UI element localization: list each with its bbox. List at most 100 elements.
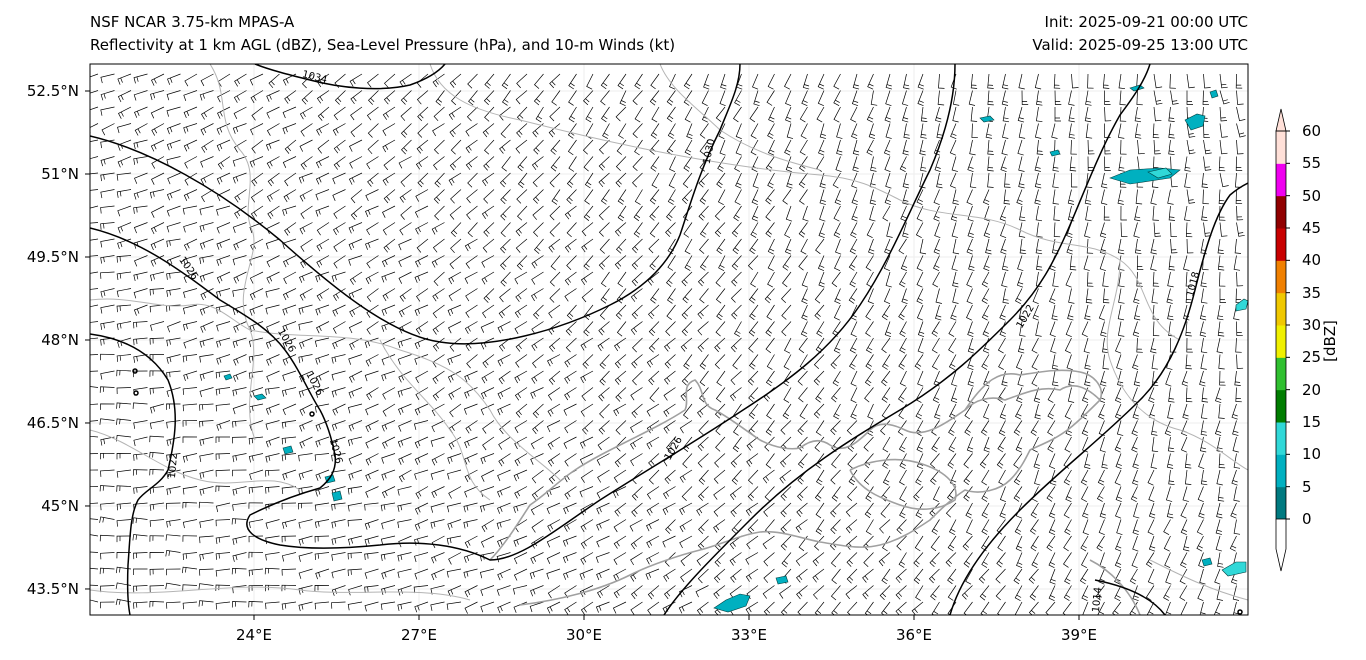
wind-barb <box>613 585 627 599</box>
wind-barb <box>100 321 115 330</box>
wind-barb <box>90 551 99 553</box>
wind-barb <box>1082 436 1089 453</box>
wind-barb <box>316 238 330 252</box>
wind-barb <box>1104 156 1111 171</box>
wind-barb <box>314 403 330 413</box>
wind-barb <box>568 106 577 123</box>
wind-barb <box>797 370 808 386</box>
wind-barb <box>298 502 313 510</box>
wind-barb <box>249 73 264 86</box>
lat-label: 51°N <box>41 164 79 183</box>
wind-barb <box>763 552 775 567</box>
wind-barb <box>100 255 115 264</box>
wind-barb <box>630 453 643 467</box>
wind-barb <box>781 552 792 568</box>
wind-barb <box>833 106 841 123</box>
wind-barb <box>199 222 214 233</box>
lat-label: 46.5°N <box>26 413 79 432</box>
wind-barb <box>1231 403 1238 420</box>
echo-cell <box>1147 167 1173 179</box>
wind-barb <box>1153 139 1161 155</box>
wind-barb <box>915 469 924 486</box>
echo-cell <box>1209 89 1219 99</box>
wind-barb <box>200 123 214 136</box>
wind-barb <box>90 403 99 405</box>
wind-barb <box>216 172 231 185</box>
wind-barb <box>1001 255 1009 271</box>
wind-barb <box>184 73 198 87</box>
wind-barb <box>1202 189 1209 205</box>
wind-barb <box>1081 420 1089 437</box>
wind-barb <box>1014 519 1023 535</box>
wind-barb <box>430 436 445 447</box>
wind-barb <box>1185 321 1192 337</box>
wind-barb <box>835 238 842 255</box>
wind-barb <box>1068 123 1076 139</box>
wind-barb <box>215 552 231 560</box>
wind-barb <box>666 436 676 452</box>
wind-barb <box>747 486 759 501</box>
wind-barb <box>998 420 1006 437</box>
wind-barb <box>132 469 148 476</box>
wind-barb <box>681 370 693 386</box>
wind-barb <box>819 172 826 189</box>
wind-barb <box>100 73 115 84</box>
wind-barb <box>614 453 627 468</box>
wind-barb <box>100 189 115 199</box>
wind-barb <box>281 387 297 397</box>
wind-barb <box>266 189 280 202</box>
wind-barb <box>431 255 445 268</box>
wind-barb <box>913 552 924 568</box>
wind-barb <box>133 568 148 575</box>
wind-barb <box>1052 370 1059 387</box>
wind-barb <box>766 304 775 321</box>
wind-barb <box>249 420 264 431</box>
wind-barb <box>846 552 858 567</box>
wind-barb <box>1233 255 1241 271</box>
wind-barb <box>282 205 297 216</box>
wind-barb <box>1066 238 1073 255</box>
wind-barb <box>684 238 693 255</box>
wind-barb <box>232 337 247 348</box>
wind-barb <box>846 568 858 584</box>
wind-barb <box>1219 288 1226 303</box>
wind-barb <box>1233 304 1240 321</box>
wind-barb <box>715 106 726 122</box>
wind-barb <box>663 486 676 500</box>
wind-barb <box>1064 337 1072 354</box>
wind-barb <box>935 106 942 123</box>
wind-barb <box>929 453 940 469</box>
wind-barb <box>786 172 793 189</box>
wind-barb <box>366 255 379 269</box>
wind-barb <box>265 238 280 250</box>
wind-barb <box>199 436 214 446</box>
wind-barb <box>865 337 874 354</box>
wind-barb <box>1049 568 1056 585</box>
wind-barb <box>1079 568 1089 585</box>
wind-barb <box>182 519 198 529</box>
wind-barb <box>1053 222 1061 238</box>
wind-barb <box>317 139 330 154</box>
wind-barb <box>983 205 991 222</box>
wind-barb <box>516 73 528 89</box>
wind-barb <box>1202 90 1210 106</box>
wind-barb <box>767 172 775 189</box>
wind-barb <box>415 321 429 335</box>
wind-barb <box>549 172 561 188</box>
wind-barb <box>851 189 858 206</box>
wind-barb <box>1133 370 1141 387</box>
wind-barb <box>999 304 1006 321</box>
wind-barb <box>767 255 775 272</box>
wind-barb <box>264 567 280 575</box>
wind-barb <box>1134 205 1141 222</box>
wind-barb <box>1100 370 1107 387</box>
wind-barb <box>598 156 610 171</box>
wind-barb <box>966 288 973 305</box>
wind-barb <box>1084 189 1092 205</box>
wind-barb <box>948 354 957 371</box>
country-border <box>1149 559 1248 601</box>
wind-barb <box>299 420 313 432</box>
wind-barb <box>664 585 676 600</box>
wind-barb <box>282 156 297 168</box>
wind-barb <box>215 387 231 396</box>
